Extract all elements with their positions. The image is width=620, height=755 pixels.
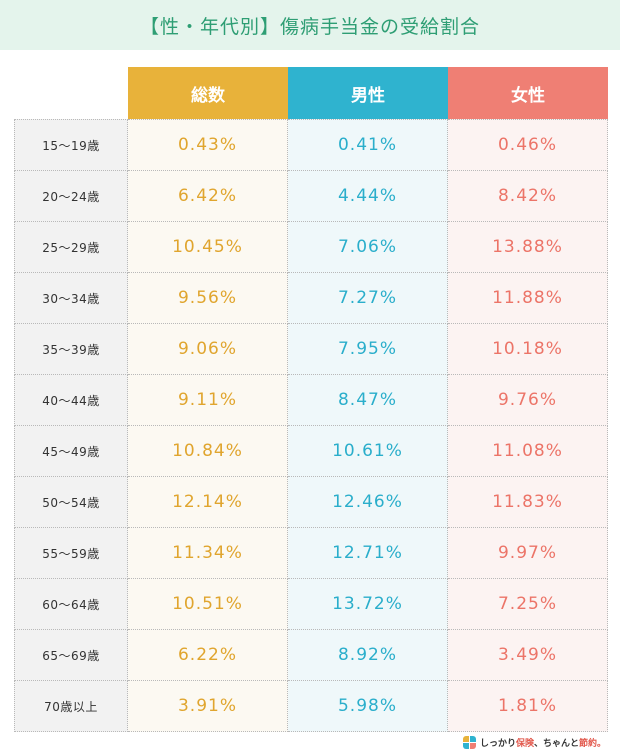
male-cell: 10.61%	[288, 426, 448, 477]
age-cell: 70歳以上	[14, 681, 128, 732]
header-total: 総数	[128, 67, 288, 119]
total-cell: 9.56%	[128, 273, 288, 324]
female-cell: 3.49%	[448, 630, 608, 681]
female-cell: 11.83%	[448, 477, 608, 528]
female-cell: 0.46%	[448, 119, 608, 171]
male-cell: 7.06%	[288, 222, 448, 273]
total-cell: 11.34%	[128, 528, 288, 579]
age-cell: 50～54歳	[14, 477, 128, 528]
brand-logo-icon	[462, 736, 476, 749]
female-cell: 11.88%	[448, 273, 608, 324]
total-cell: 6.42%	[128, 171, 288, 222]
male-cell: 13.72%	[288, 579, 448, 630]
age-cell: 30～34歳	[14, 273, 128, 324]
male-cell: 7.95%	[288, 324, 448, 375]
age-cell: 45～49歳	[14, 426, 128, 477]
age-cell: 20～24歳	[14, 171, 128, 222]
table-row: 15～19歳 0.43% 0.41% 0.46%	[14, 119, 608, 171]
table-body: 15～19歳 0.43% 0.41% 0.46% 20～24歳 6.42% 4.44% 8.4…	[14, 119, 608, 732]
table-row: 45～49歳 10.84% 10.61% 11.08%	[14, 426, 608, 477]
total-cell: 10.84%	[128, 426, 288, 477]
female-cell: 9.97%	[448, 528, 608, 579]
female-cell: 8.42%	[448, 171, 608, 222]
header-male: 男性	[288, 67, 448, 119]
table-row: 60～64歳 10.51% 13.72% 7.25%	[14, 579, 608, 630]
table-row: 40～44歳 9.11% 8.47% 9.76%	[14, 375, 608, 426]
total-cell: 9.06%	[128, 324, 288, 375]
male-cell: 12.71%	[288, 528, 448, 579]
male-cell: 8.47%	[288, 375, 448, 426]
table-row: 25～29歳 10.45% 7.06% 13.88%	[14, 222, 608, 273]
table-row: 35～39歳 9.06% 7.95% 10.18%	[14, 324, 608, 375]
total-cell: 9.11%	[128, 375, 288, 426]
total-cell: 12.14%	[128, 477, 288, 528]
table-row: 55～59歳 11.34% 12.71% 9.97%	[14, 528, 608, 579]
female-cell: 9.76%	[448, 375, 608, 426]
age-cell: 65～69歳	[14, 630, 128, 681]
table-row: 65～69歳 6.22% 8.92% 3.49%	[14, 630, 608, 681]
female-cell: 11.08%	[448, 426, 608, 477]
male-cell: 12.46%	[288, 477, 448, 528]
age-cell: 60～64歳	[14, 579, 128, 630]
age-cell: 55～59歳	[14, 528, 128, 579]
age-cell: 25～29歳	[14, 222, 128, 273]
header-female: 女性	[448, 67, 608, 119]
female-cell: 7.25%	[448, 579, 608, 630]
brand-logo-text: しっかり保険、ちゃんと節約。	[479, 739, 606, 749]
age-cell: 15～19歳	[14, 119, 128, 171]
male-cell: 0.41%	[288, 119, 448, 171]
total-cell: 3.91%	[128, 681, 288, 732]
brand-logo: しっかり保険、ちゃんと節約。	[462, 736, 606, 749]
benefit-rate-table: 総数 男性 女性 15～19歳 0.43% 0.41% 0.46% 20～24歳 6.42…	[14, 67, 608, 732]
male-cell: 4.44%	[288, 171, 448, 222]
male-cell: 8.92%	[288, 630, 448, 681]
table-row: 50～54歳 12.14% 12.46% 11.83%	[14, 477, 608, 528]
table-row: 70歳以上 3.91% 5.98% 1.81%	[14, 681, 608, 732]
female-cell: 10.18%	[448, 324, 608, 375]
title-banner: 【性・年代別】傷病手当金の受給割合	[0, 0, 620, 50]
female-cell: 13.88%	[448, 222, 608, 273]
table-row: 30～34歳 9.56% 7.27% 11.88%	[14, 273, 608, 324]
table-row: 20～24歳 6.42% 4.44% 8.42%	[14, 171, 608, 222]
female-cell: 1.81%	[448, 681, 608, 732]
total-cell: 10.45%	[128, 222, 288, 273]
male-cell: 5.98%	[288, 681, 448, 732]
total-cell: 0.43%	[128, 119, 288, 171]
page-title: 【性・年代別】傷病手当金の受給割合	[139, 15, 480, 38]
header-row: 総数 男性 女性	[14, 67, 608, 119]
age-cell: 35～39歳	[14, 324, 128, 375]
total-cell: 6.22%	[128, 630, 288, 681]
age-cell: 40～44歳	[14, 375, 128, 426]
male-cell: 7.27%	[288, 273, 448, 324]
total-cell: 10.51%	[128, 579, 288, 630]
header-corner	[14, 67, 128, 119]
